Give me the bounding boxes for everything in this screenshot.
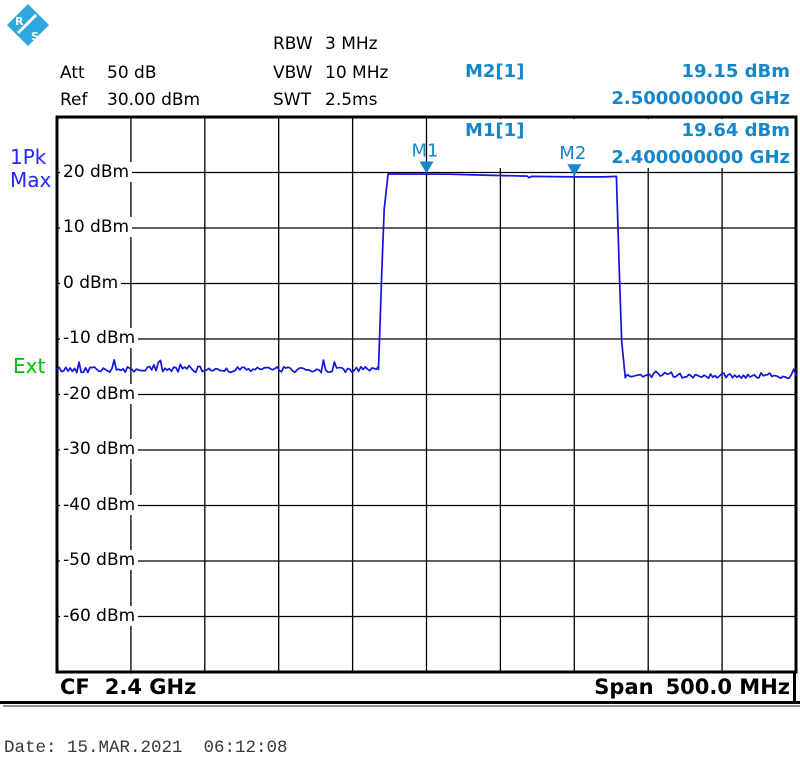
date-time-stamp: Date: 15.MAR.2021 06:12:08 [4,738,288,758]
swt-setting: SWT 2.5ms [273,90,377,110]
att-value: 50 dB [107,63,157,83]
span-label: Span [594,675,654,699]
y-axis-tick-label: -60 dBm [60,605,139,626]
external-trigger-label: Ext [13,354,46,378]
marker-M2-handle[interactable] [567,164,582,177]
y-axis-tick-label: 0 dBm [60,272,122,293]
marker1-frequency: 2.400000000 GHz [611,147,790,168]
att-setting: Att 50 dB [60,63,157,83]
vbw-setting: VBW 10 MHz [273,63,388,83]
y-axis-tick-label: -20 dBm [60,383,139,404]
span-readout: Span 500.0 MHz [594,675,790,699]
footer-separator-line [0,701,800,704]
footer-separator-shadow [3,705,800,707]
grid-lines [57,117,796,672]
y-axis-tick-label: -10 dBm [60,328,139,348]
marker1-readout-row: M1[1] 19.64 dBm [455,120,790,141]
y-axis-tick-label: 10 dBm [60,217,133,237]
rbw-label: RBW [273,34,313,54]
swt-label: SWT [273,90,311,110]
center-frequency-readout: CF 2.4 GHz [60,675,196,699]
cf-label: CF [60,675,90,699]
y-axis-tick-label: -40 dBm [60,494,139,515]
y-axis-tick-label: 20 dBm [60,161,133,182]
marker1-level: 19.64 dBm [681,120,790,141]
detector-label-line1: 1Pk [10,145,47,169]
footer-right-border [793,672,796,702]
detector-label-line2: Max [10,168,52,192]
ref-setting: Ref 30.00 dBm [60,90,200,110]
ref-label: Ref [60,90,88,110]
marker-M1-label: M1 [412,141,439,162]
marker1-name: M1[1] [465,120,525,141]
marker1-readout-background [449,119,794,168]
vbw-label: VBW [273,63,313,83]
swt-value: 2.5ms [325,90,378,110]
rbw-setting: RBW 3 MHz [273,34,378,54]
marker2-frequency: 2.500000000 GHz [611,88,790,109]
marker2-level: 19.15 dBm [681,61,790,82]
svg-text:R: R [15,15,24,28]
grid-border [55,115,798,674]
marker-M2-label: M2 [559,143,586,164]
marker2-name: M2[1] [465,61,525,82]
marker2-readout-row: M2[1] 19.15 dBm [455,61,790,82]
svg-text:S: S [31,30,39,43]
att-label: Att [60,63,85,83]
cf-value: 2.4 GHz [104,675,197,699]
rbw-value: 3 MHz [325,34,378,54]
marker-M1-handle[interactable] [419,161,434,174]
marker2-frequency-row: 2.500000000 GHz [455,88,790,109]
vbw-value: 10 MHz [325,63,389,83]
rohde-schwarz-logo-icon: R S [7,4,49,46]
y-axis-tick-label: -30 dBm [60,439,139,459]
detector-trace-label: 1Pk Max [10,146,51,192]
marker1-frequency-row: 2.400000000 GHz [455,147,790,168]
y-axis-tick-label: -50 dBm [60,550,139,570]
max-hold-trace [56,173,797,380]
span-value: 500.0 MHz [665,675,790,699]
ref-value: 30.00 dBm [107,90,201,110]
